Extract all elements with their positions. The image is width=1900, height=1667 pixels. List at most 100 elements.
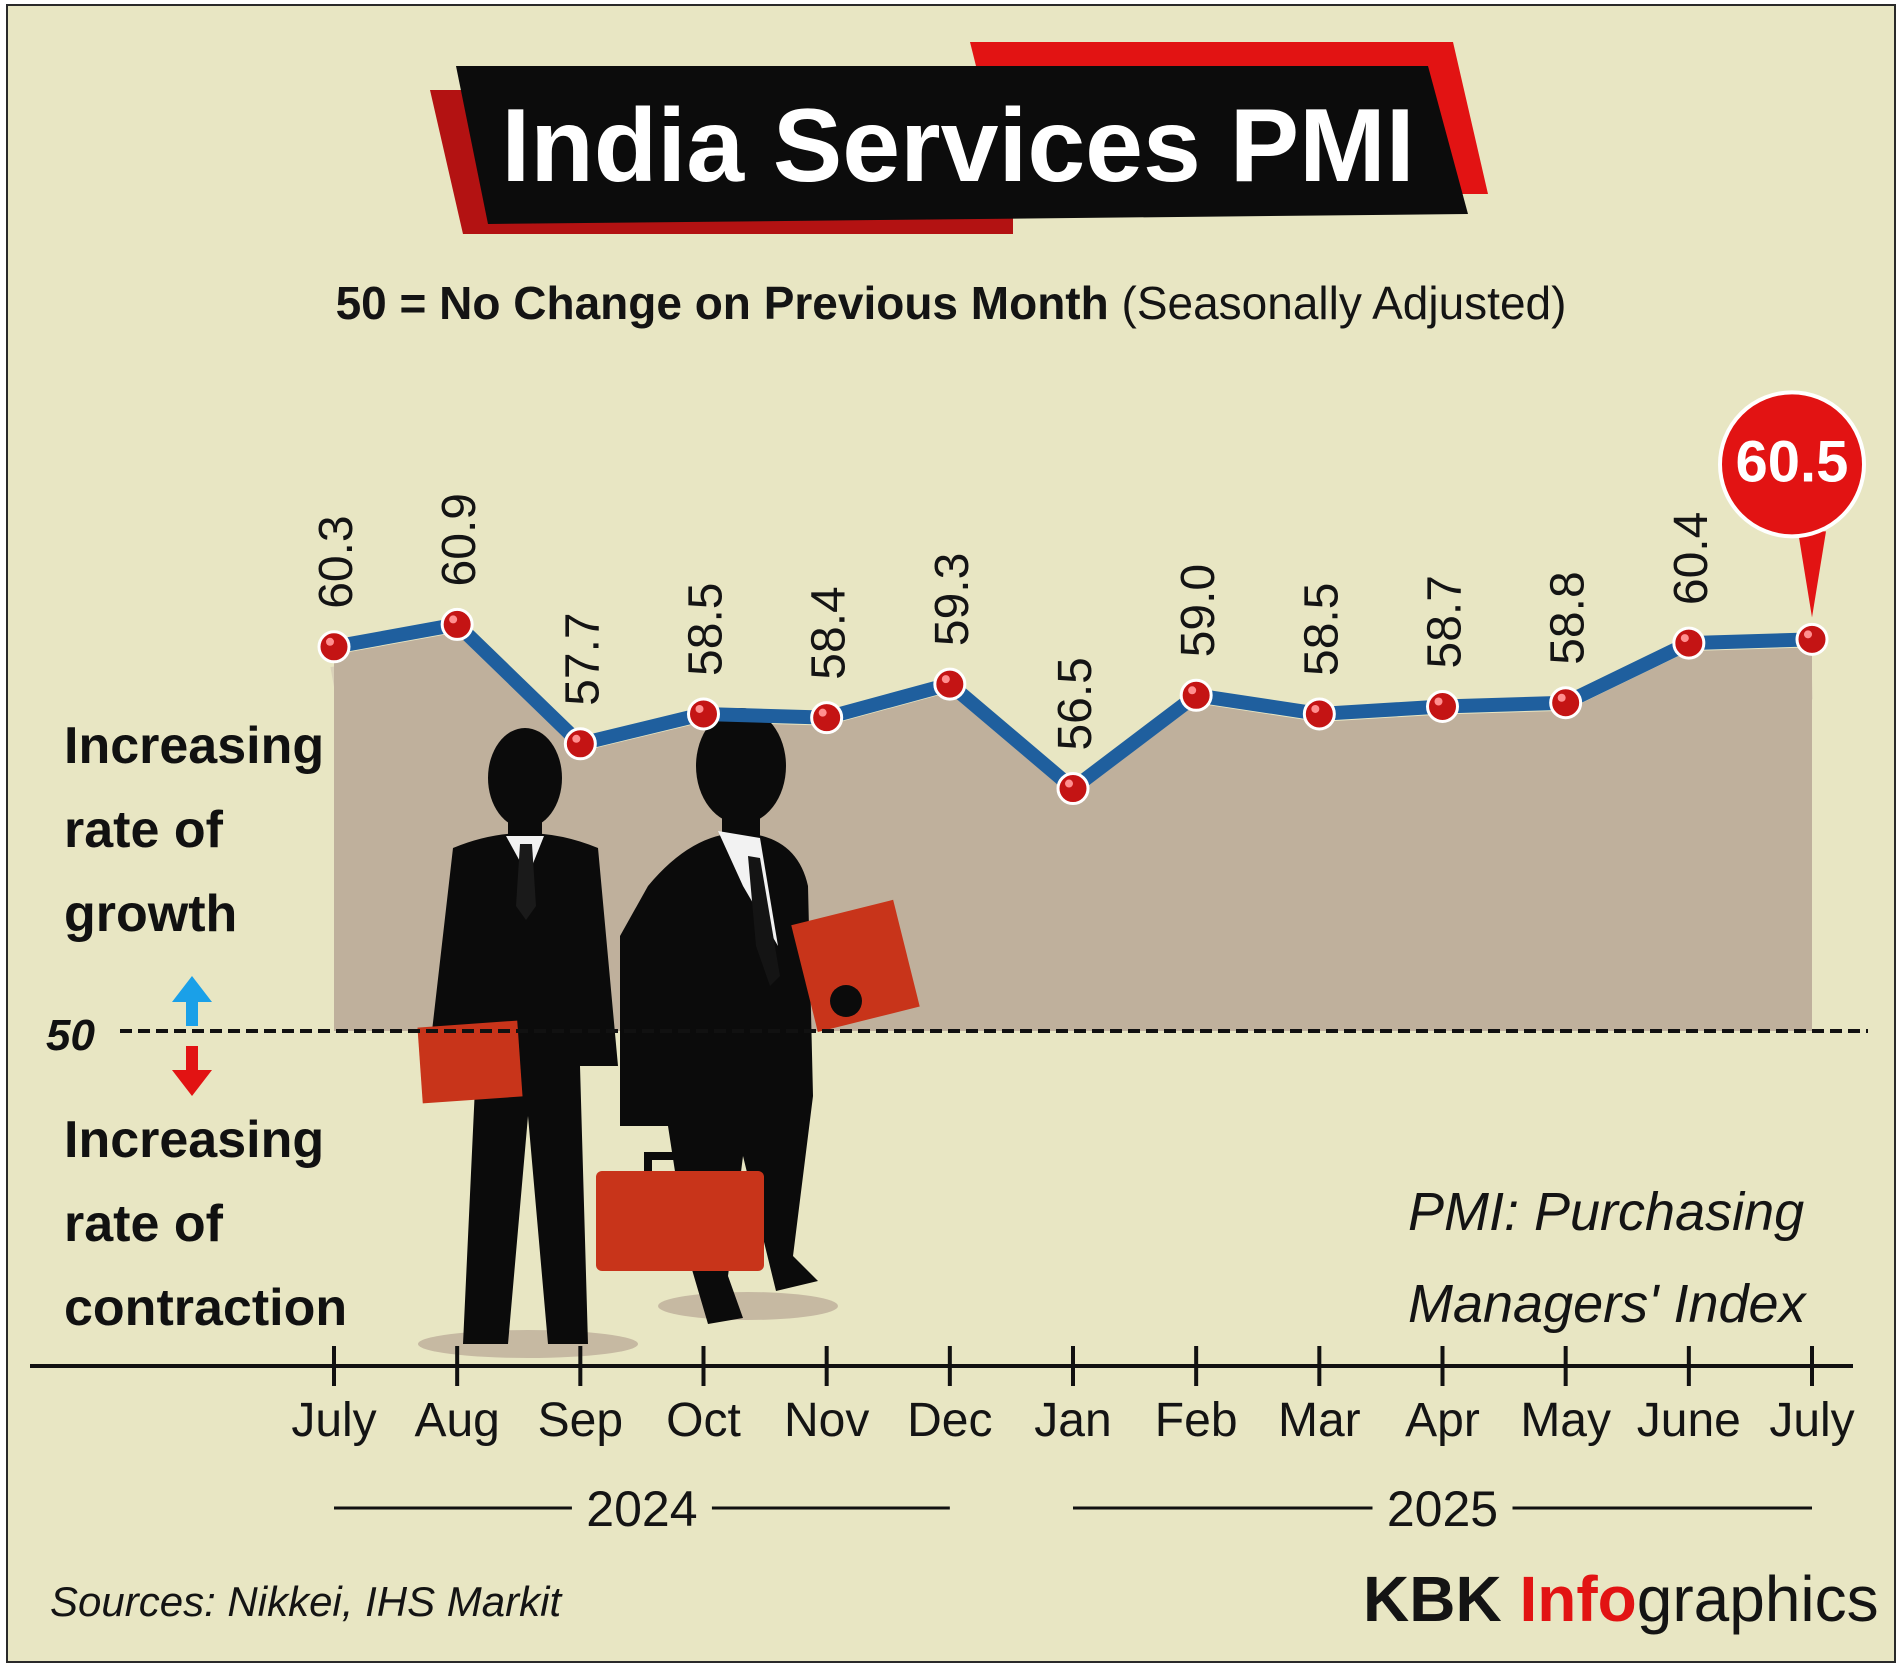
data-label-highlight: 60.5 (1736, 429, 1849, 494)
sources-note: Sources: Nikkei, IHS Markit (50, 1578, 562, 1625)
data-point-highlight (1557, 693, 1566, 702)
axis-layer (30, 1029, 1868, 1510)
data-point-highlight (1804, 630, 1812, 639)
growth-arrow-icon (172, 976, 212, 1026)
growth-label-line: Increasing (64, 717, 325, 775)
data-label: 60.9 (433, 493, 486, 586)
data-label: 59.3 (926, 553, 979, 646)
growth-label-line: rate of (64, 801, 223, 859)
chart-subtitle: 50 = No Change on Previous Month (Season… (8, 276, 1894, 330)
x-tick-label: Aug (414, 1394, 499, 1447)
x-tick-label: Sep (538, 1394, 623, 1447)
man-right-shadow (658, 1292, 838, 1320)
x-tick-label: Feb (1155, 1394, 1238, 1447)
x-tick-label: Jan (1034, 1394, 1111, 1447)
data-label: 58.8 (1542, 571, 1595, 664)
data-point-highlight (1188, 686, 1197, 695)
year-label: 2024 (586, 1481, 697, 1537)
subtitle-bold: 50 = No Change on Previous Month (335, 277, 1109, 329)
data-point-highlight (695, 704, 704, 713)
subtitle-plain: (Seasonally Adjusted) (1121, 277, 1567, 329)
data-label: 60.3 (310, 515, 363, 608)
infographic: India Services PMI (6, 4, 1896, 1663)
data-label: 58.5 (680, 583, 733, 676)
data-label: 58.5 (1295, 583, 1348, 676)
highlight-callout: 60.5 (1718, 390, 1866, 618)
data-point-highlight (326, 637, 334, 646)
chart-title: India Services PMI (501, 88, 1414, 204)
data-point (810, 701, 844, 735)
brand-kbk: KBK (1363, 1563, 1502, 1635)
title-banner: India Services PMI (430, 42, 1488, 234)
title-black-box (456, 66, 1468, 224)
data-point (1302, 697, 1336, 731)
data-point (317, 630, 351, 664)
data-point (1795, 622, 1829, 656)
data-label: 58.4 (803, 586, 856, 679)
data-point (687, 697, 720, 731)
chart: India Services PMI (30, 42, 1868, 1537)
pmi-definition: PMI: Purchasing Managers' Index (1408, 1166, 1806, 1350)
data-point (1179, 678, 1213, 712)
man-right-briefcase (596, 1171, 764, 1271)
x-tick-label: Dec (907, 1394, 992, 1447)
contraction-label-line: contraction (64, 1279, 348, 1337)
data-point-highlight (941, 675, 950, 684)
man-left-folder (417, 1020, 523, 1104)
pmi-definition-line: Managers' Index (1408, 1274, 1806, 1334)
data-point-highlight (1434, 697, 1443, 706)
callout-bubble (1718, 390, 1866, 539)
callout-pointer (1798, 531, 1826, 618)
data-point (1056, 772, 1090, 806)
data-label: 56.5 (1049, 657, 1102, 750)
contraction-label-line: Increasing (64, 1111, 325, 1169)
data-point-highlight (1680, 634, 1689, 643)
man-left-shadow (418, 1330, 638, 1358)
data-point-highlight (572, 734, 581, 743)
x-tick-label: May (1520, 1394, 1611, 1447)
man-right-folder (791, 899, 920, 1032)
data-point-highlight (449, 615, 458, 624)
x-tick-label: Apr (1405, 1394, 1480, 1447)
data-point (563, 727, 597, 761)
data-point-highlight (818, 708, 827, 717)
x-tick-label: July (291, 1394, 376, 1447)
growth-label: Increasing rate of growth (64, 704, 324, 956)
man-left-tie (516, 844, 536, 920)
data-point-highlight (1065, 779, 1073, 788)
man-right-hand (830, 985, 862, 1017)
man-left-head (488, 728, 562, 828)
x-tick-label: Mar (1278, 1394, 1361, 1447)
growth-label-line: growth (64, 885, 238, 943)
data-label: 60.4 (1665, 512, 1718, 605)
data-label: 59.0 (1172, 564, 1225, 657)
contraction-arrow-icon (172, 1046, 212, 1096)
baseline-label: 50 (46, 1011, 95, 1060)
data-point (1672, 626, 1706, 660)
contraction-label-line: rate of (64, 1195, 223, 1253)
man-right-tie (748, 856, 780, 986)
man-right-head (696, 708, 786, 824)
data-point (440, 607, 474, 641)
data-label: 58.7 (1419, 575, 1472, 668)
year-label: 2025 (1387, 1481, 1498, 1537)
brand-graphics: graphics (1636, 1563, 1879, 1635)
data-point (1426, 689, 1459, 723)
x-tick-label: Oct (666, 1394, 741, 1447)
data-point (1549, 686, 1583, 720)
x-tick-label: July (1769, 1394, 1854, 1447)
line-layer (317, 607, 1829, 806)
man-left-body (428, 833, 618, 1344)
x-tick-label: Nov (784, 1394, 869, 1447)
data-label: 57.7 (556, 612, 609, 705)
x-tick-label: June (1637, 1394, 1741, 1447)
brand-info: Info (1519, 1563, 1637, 1635)
man-right-briefcase-handle (644, 1152, 712, 1171)
data-point-highlight (1311, 704, 1320, 713)
pmi-definition-line: PMI: Purchasing (1408, 1182, 1805, 1242)
businessmen-silhouette (417, 708, 920, 1358)
contraction-label: Increasing rate of contraction (64, 1098, 347, 1350)
data-point (933, 667, 967, 701)
brand-logo: KBK Infographics (1363, 1562, 1879, 1636)
label-layer: July Aug Sep Oct Nov Dec Jan Feb Mar Apr May June Ju… (291, 390, 1866, 1537)
